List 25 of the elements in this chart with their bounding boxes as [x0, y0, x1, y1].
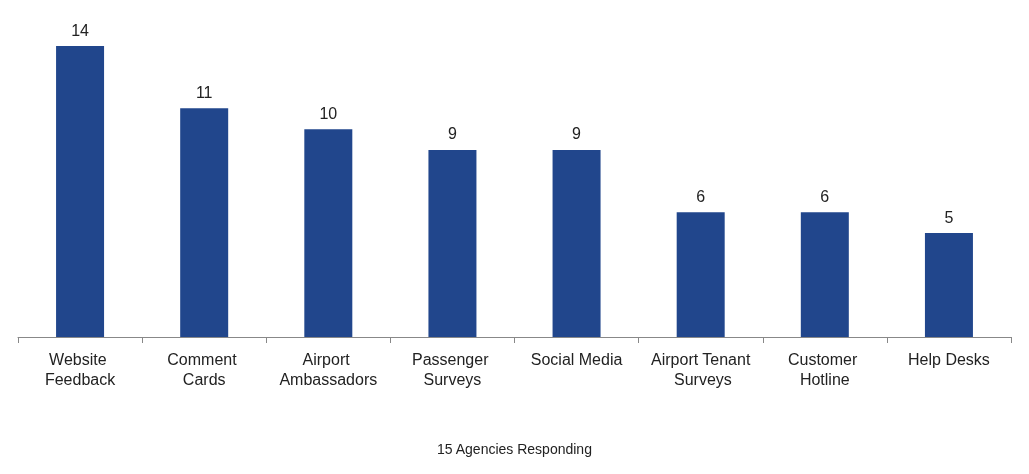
x-tick-label: Passenger Surveys — [411, 350, 493, 388]
x-axis-title: 15 Agencies Responding — [437, 441, 592, 457]
x-tick-label: Comment Cards — [167, 350, 242, 388]
data-label: 9 — [572, 125, 582, 143]
x-tick-label: Airport Tenant Surveys — [651, 350, 751, 388]
data-label: 14 — [71, 21, 90, 39]
x-tick-label: Airport Ambassadors — [279, 350, 378, 388]
x-tick-label: Website Feedback — [44, 350, 117, 388]
x-tick-label: Social Media — [530, 350, 623, 368]
bar — [56, 46, 105, 337]
bar — [428, 149, 477, 337]
data-label: 11 — [195, 83, 213, 101]
x-tick-label: Customer Hotline — [787, 350, 862, 388]
data-label: 10 — [319, 104, 338, 122]
data-label: 9 — [447, 125, 457, 143]
x-tick-label: Help Desks — [908, 350, 990, 368]
bar — [800, 212, 849, 337]
bar — [552, 149, 601, 337]
bar — [924, 233, 973, 337]
bar — [180, 108, 229, 337]
bar — [304, 129, 353, 337]
data-label: 6 — [820, 187, 830, 205]
data-label: 5 — [944, 208, 954, 226]
bar — [676, 212, 725, 337]
data-label: 6 — [696, 187, 706, 205]
